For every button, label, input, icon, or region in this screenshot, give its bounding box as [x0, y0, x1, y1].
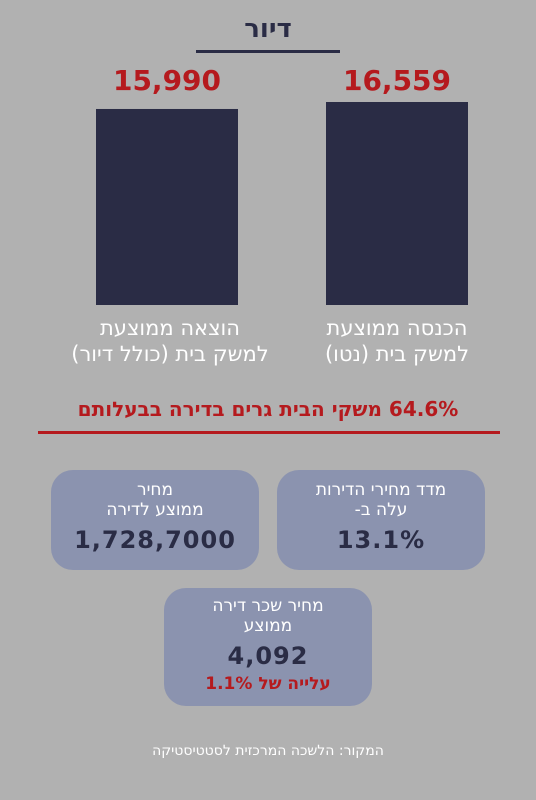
- card-price-index-line2: עלה ב-: [354, 500, 408, 520]
- card-average-price-line2: ממוצע לדירה: [106, 500, 204, 520]
- page-title: דיור: [244, 14, 292, 44]
- bar-expense: [96, 108, 238, 305]
- card-price-index: מדד מחירי הדירות עלה ב- 13.1%: [277, 470, 485, 570]
- bar-label-expense-line1: הוצאה ממוצעת: [100, 316, 240, 340]
- card-average-price: מחיר ממוצע לדירה 1,728,7000: [51, 470, 259, 570]
- title-underline: [196, 50, 340, 53]
- bar-label-expense: הוצאה ממוצעת למשק בית (כולל דיור): [50, 315, 290, 367]
- bar-value-income: 16,559: [343, 64, 451, 97]
- ownership-stat-underline: [38, 431, 500, 434]
- card-price-index-value: 13.1%: [336, 526, 426, 554]
- card-rent-change: עלייה של 1.1%: [205, 674, 331, 694]
- bar-label-income: הכנסה ממוצעת למשק בית (נטו): [302, 315, 492, 367]
- card-rent-line1: מחיר שכר דירה: [212, 596, 324, 616]
- bar-label-expense-line2: למשק בית (כולל דיור): [71, 342, 269, 366]
- source-note: המקור: הלשכה המרכזית לסטטיסטיקה: [152, 743, 384, 759]
- card-rent-value: 4,092: [227, 642, 309, 670]
- ownership-stat: 64.6% משקי הבית גרים בדירה בבעלותם: [77, 397, 459, 421]
- card-rent-line2: ממוצע: [243, 616, 293, 636]
- card-price-index-line1: מדד מחירי הדירות: [315, 480, 447, 500]
- card-average-price-value: 1,728,7000: [74, 526, 236, 554]
- bar-chart: 16,559 15,990: [96, 64, 468, 305]
- bar-income: [326, 102, 468, 305]
- bar-value-expense: 15,990: [113, 64, 221, 97]
- card-rent: מחיר שכר דירה ממוצע 4,092 עלייה של 1.1%: [164, 588, 372, 706]
- bar-label-income-line2: למשק בית (נטו): [324, 342, 470, 366]
- bar-label-income-line1: הכנסה ממוצעת: [326, 316, 468, 340]
- card-average-price-line1: מחיר: [136, 480, 174, 500]
